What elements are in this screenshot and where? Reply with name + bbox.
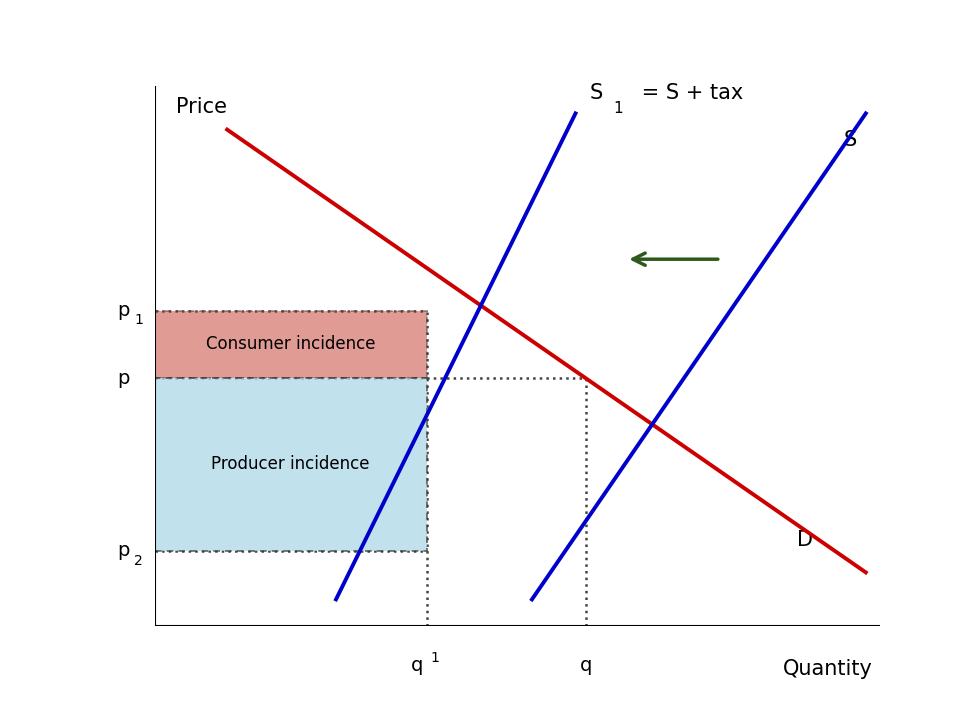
Text: S: S — [590, 83, 603, 102]
Text: 1: 1 — [430, 651, 440, 665]
Text: 2: 2 — [134, 554, 143, 567]
Text: = S + tax: = S + tax — [635, 83, 743, 102]
Text: 1: 1 — [134, 313, 143, 327]
Text: Price: Price — [177, 97, 228, 117]
Text: q: q — [580, 656, 592, 675]
Bar — [155, 310, 426, 378]
Text: S: S — [844, 130, 857, 150]
Text: Producer incidence: Producer incidence — [211, 455, 370, 474]
Text: Quantity: Quantity — [783, 659, 873, 679]
Bar — [155, 378, 426, 551]
Text: D: D — [797, 530, 813, 550]
Text: Consumer incidence: Consumer incidence — [205, 336, 375, 354]
Text: q: q — [411, 656, 423, 675]
Text: p: p — [117, 541, 130, 560]
Text: p: p — [117, 369, 130, 387]
Text: p: p — [117, 301, 130, 320]
Text: 1: 1 — [613, 101, 623, 116]
